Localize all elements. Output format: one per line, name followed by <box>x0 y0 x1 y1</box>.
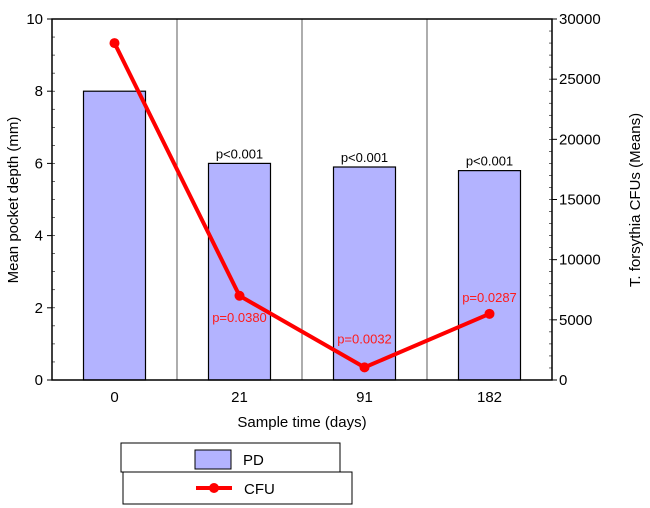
y2-tick-label: 0 <box>559 372 567 389</box>
bar-0 <box>82 90 147 381</box>
x-tick-label: 91 <box>356 389 373 406</box>
y2-tick-label: 20000 <box>559 131 601 148</box>
cfu-line <box>112 42 491 370</box>
cfu-point-91 <box>359 362 370 373</box>
legend: PD CFU <box>120 442 353 505</box>
legend-marker-cfu <box>209 483 219 493</box>
y2-tick-label: 10000 <box>559 252 601 269</box>
cfu-point-21 <box>234 290 245 301</box>
cfu-p-label: p=0.0380 <box>212 310 267 325</box>
bar-p-label: p<0.001 <box>216 146 263 161</box>
x-axis-label: Sample time (days) <box>237 414 366 431</box>
bar-21 <box>207 162 272 381</box>
y2-axis-label: T. forsythia CFUs (Means) <box>627 113 644 287</box>
bar-p-label: p<0.001 <box>341 150 388 165</box>
line-series: p=0.0380 p=0.0032 p=0.0287 <box>109 38 517 373</box>
cfu-p-label: p=0.0032 <box>337 331 392 346</box>
y-axis-label: Mean pocket depth (mm) <box>5 117 22 284</box>
y2-tick-label: 25000 <box>559 71 601 88</box>
y-tick-label: 0 <box>35 372 43 389</box>
x-tick-label: 182 <box>477 389 502 406</box>
y-tick-label: 10 <box>26 11 43 28</box>
legend-swatch-pd <box>194 449 232 470</box>
y-tick-label: 6 <box>35 155 43 172</box>
axes: 0 2 4 6 8 10 0 5000 10000 15000 20000 25000 30000 0 21… <box>26 11 600 406</box>
cfu-point-182 <box>484 308 495 319</box>
cfu-point-0 <box>109 38 120 49</box>
y2-tick-label: 15000 <box>559 192 601 209</box>
bar-182 <box>457 170 522 381</box>
legend-label-cfu: CFU <box>244 481 275 498</box>
x-tick-label: 0 <box>110 389 118 406</box>
y-tick-label: 8 <box>35 83 43 100</box>
cfu-p-label: p=0.0287 <box>462 290 517 305</box>
bar-series: p<0.001 p<0.001 p<0.001 <box>82 90 522 381</box>
legend-label-pd: PD <box>243 452 264 469</box>
legend-box-cfu <box>122 471 353 505</box>
y2-tick-label: 5000 <box>559 312 592 329</box>
bar-p-label: p<0.001 <box>466 154 513 169</box>
y-tick-label: 4 <box>35 228 43 245</box>
category-dividers <box>176 19 428 380</box>
y2-tick-label: 30000 <box>559 11 601 28</box>
y-tick-label: 2 <box>35 300 43 317</box>
bar-91 <box>332 166 397 381</box>
x-tick-label: 21 <box>231 389 248 406</box>
